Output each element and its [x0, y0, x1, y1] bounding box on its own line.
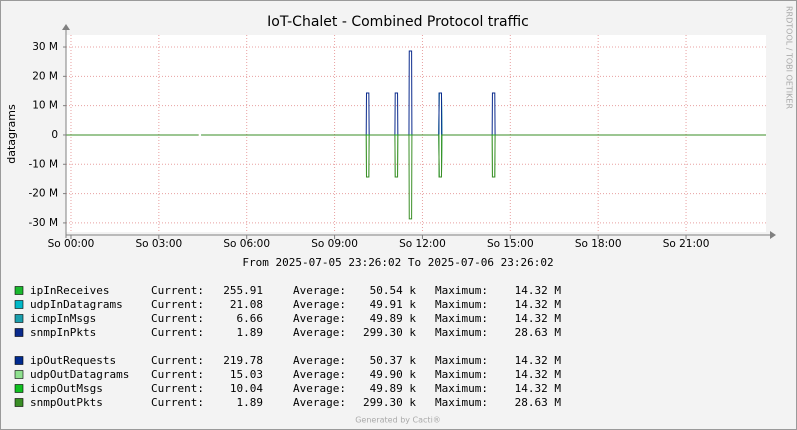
stat-label: Current: — [151, 354, 204, 367]
stat-label: Current: — [151, 396, 204, 409]
legend-name: udpOutDatagrams — [30, 368, 129, 381]
stat-label: Current: — [151, 312, 204, 325]
y-tick-label: -30 M — [28, 217, 58, 229]
stat-label: Maximum: — [435, 298, 488, 311]
stat-label: Average: — [293, 368, 346, 381]
y-tick-label: -10 M — [28, 158, 58, 170]
legend-name: icmpOutMsgs — [30, 382, 103, 395]
stat-label: Average: — [293, 298, 346, 311]
x-tick-label: So 15:00 — [487, 238, 534, 250]
y-tick-label: 0 — [51, 129, 58, 141]
stat-average: 49.89 k — [370, 382, 417, 395]
chart-title: IoT-Chalet - Combined Protocol traffic — [267, 14, 529, 30]
footer: Generated by Cacti® — [355, 416, 441, 425]
stat-label: Maximum: — [435, 354, 488, 367]
stat-label: Maximum: — [435, 284, 488, 297]
stat-label: Current: — [151, 284, 204, 297]
lines — [66, 50, 766, 220]
stat-average: 50.37 k — [370, 354, 417, 367]
y-axis-arrow — [62, 24, 70, 30]
stat-average: 50.54 k — [370, 284, 417, 297]
stat-current: 255.91 — [223, 284, 263, 297]
x-axis-arrow — [770, 231, 776, 239]
stat-label: Current: — [151, 368, 204, 381]
stat-current: 21.08 — [230, 298, 263, 311]
stat-current: 6.66 — [237, 312, 264, 325]
stat-current: 10.04 — [230, 382, 263, 395]
legend-swatch — [14, 356, 24, 365]
stat-label: Average: — [293, 312, 346, 325]
stat-average: 49.89 k — [370, 312, 417, 325]
stat-maximum: 14.32 M — [515, 354, 562, 367]
legend-name: icmpInMsgs — [30, 312, 96, 325]
legend-name: snmpInPkts — [30, 326, 96, 339]
y-tick-label: 20 M — [32, 70, 58, 82]
stat-current: 1.89 — [237, 396, 264, 409]
stat-label: Average: — [293, 326, 346, 339]
stat-maximum: 28.63 M — [515, 396, 562, 409]
legend-swatch — [14, 384, 24, 393]
subtitle: From 2025-07-05 23:26:02 To 2025-07-06 2… — [242, 256, 553, 269]
x-tick-label: So 00:00 — [48, 238, 95, 250]
stat-average: 299.30 k — [363, 326, 416, 339]
legend-swatch — [14, 286, 24, 295]
legend-name: ipInReceives — [30, 284, 109, 297]
y-axis-label: datagrams — [5, 104, 18, 164]
plot-area — [66, 35, 766, 232]
stat-label: Average: — [293, 396, 346, 409]
stat-label: Current: — [151, 298, 204, 311]
stat-label: Average: — [293, 382, 346, 395]
x-tick-label: So 09:00 — [311, 238, 358, 250]
stat-current: 1.89 — [237, 326, 264, 339]
x-tick-label: So 03:00 — [136, 238, 183, 250]
stat-current: 219.78 — [223, 354, 263, 367]
stat-label: Maximum: — [435, 396, 488, 409]
y-tick-label: 30 M — [32, 41, 58, 53]
stat-label: Maximum: — [435, 326, 488, 339]
stat-label: Current: — [151, 326, 204, 339]
stat-maximum: 14.32 M — [515, 312, 562, 325]
stat-average: 49.91 k — [370, 298, 417, 311]
legend-swatch — [14, 398, 24, 407]
x-tick-label: So 21:00 — [663, 238, 710, 250]
stat-label: Maximum: — [435, 312, 488, 325]
legend-name: udpInDatagrams — [30, 298, 123, 311]
legend-swatch — [14, 370, 24, 379]
stat-maximum: 14.32 M — [515, 382, 562, 395]
stat-label: Average: — [293, 284, 346, 297]
stat-maximum: 14.32 M — [515, 284, 562, 297]
legend-swatch — [14, 328, 24, 337]
legend-swatch — [14, 300, 24, 309]
stat-average: 299.30 k — [363, 396, 416, 409]
legend-name: snmpOutPkts — [30, 396, 103, 409]
stat-label: Maximum: — [435, 368, 488, 381]
side-text: RRDTOOL / TOBI OETIKER — [785, 6, 794, 109]
stat-current: 15.03 — [230, 368, 263, 381]
stat-label: Maximum: — [435, 382, 488, 395]
stat-maximum: 28.63 M — [515, 326, 562, 339]
legend-name: ipOutRequests — [30, 354, 116, 367]
stat-average: 49.90 k — [370, 368, 417, 381]
x-tick-label: So 12:00 — [399, 238, 446, 250]
stat-maximum: 14.32 M — [515, 298, 562, 311]
legend-swatch — [14, 314, 24, 323]
x-tick-label: So 18:00 — [575, 238, 622, 250]
x-tick-label: So 06:00 — [223, 238, 270, 250]
stat-label: Current: — [151, 382, 204, 395]
y-tick-label: 10 M — [32, 100, 58, 112]
y-tick-label: -20 M — [28, 188, 58, 200]
series-line — [66, 134, 766, 220]
stat-label: Average: — [293, 354, 346, 367]
stat-maximum: 14.32 M — [515, 368, 562, 381]
